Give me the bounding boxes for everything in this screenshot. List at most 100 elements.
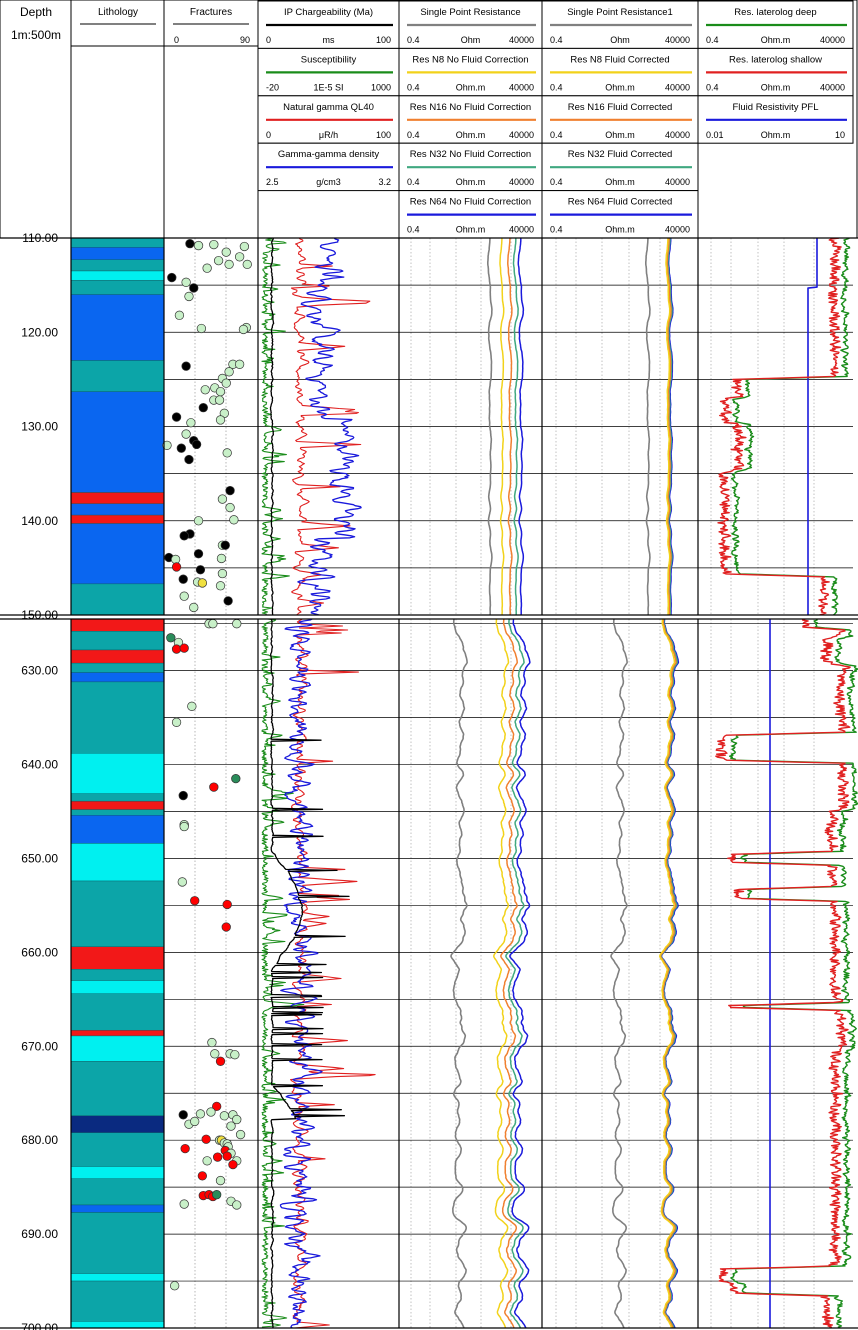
res-n8-corrected-curve [659,619,676,1328]
curve-max: 40000 [509,177,534,187]
curve-name: Fluid Resistivity PFL [732,102,818,113]
fracture-point [179,821,189,832]
curve-name: Res N32 Fluid Corrected [568,149,673,160]
curve-name: Res. laterolog deep [734,7,816,18]
res-n64-curve [517,238,525,615]
susceptibility-curve [261,619,305,1328]
lithology-bed [70,514,165,524]
curve-max: 40000 [509,35,534,45]
lithology-bed [70,980,165,994]
lithology-bed [70,809,165,816]
lithology-bed [70,946,165,970]
curve-max: 40000 [509,225,534,235]
curve-unit: Ohm.m [456,225,486,235]
fracture-point [212,1190,222,1200]
lithology-bed [70,662,165,673]
fracture-point [224,367,234,377]
curve-name: Res N64 Fluid Corrected [568,197,673,208]
fracture-point [239,241,250,252]
fracture-point [195,1109,206,1119]
curve-min: 0.4 [550,225,563,235]
fracture-point [195,565,206,575]
res-n64-curve [509,619,531,1328]
res-n32-curve [512,238,519,615]
fracture-point [225,502,235,513]
curve-max: 40000 [665,177,690,187]
lithology-bed [70,1115,165,1133]
lithology-bed [70,360,165,392]
fracture-point [179,591,189,601]
curve-headers: IP Chargeability (Ma)0 ms 100Susceptibilit… [257,0,854,239]
lithology-bed [70,793,165,802]
res-n32-curve [505,619,525,1328]
curve-name: Res N32 No Fluid Correction [410,149,531,160]
fracture-point [178,574,188,584]
lithology-bed [70,1166,165,1179]
fractures-min: 0 [174,35,179,45]
fracture-point [225,485,235,496]
curve-min: 0.4 [407,225,420,235]
curve-min: 0.4 [407,177,420,187]
lithology-bed [70,391,165,493]
fractures-title: Fractures [190,7,232,18]
res-n8-curve [493,619,510,1328]
fracture-point [184,454,194,465]
fracture-point [181,361,191,371]
fracture-point [221,922,231,932]
depth-label: 670.00 [21,1039,58,1053]
fracture-point [235,1129,246,1140]
fracture-point [219,1111,229,1121]
lithology-bed [70,1280,165,1322]
lithology-bed [70,1212,165,1274]
depth-label: 120.00 [21,325,58,339]
curve-name: Res. laterolog shallow [729,54,822,65]
fracture-point [189,283,199,293]
lithology-bed [70,1321,165,1328]
curve-unit: Ohm.m [761,130,791,140]
fracture-point [234,252,245,262]
fracture-point [167,272,177,283]
lithology-bed [70,800,165,810]
fracture-point [179,531,189,541]
spr-curve [486,238,493,615]
fracture-point [171,562,182,572]
fracture-point [232,1200,242,1210]
depth-label: 140.00 [21,514,58,528]
depth-label: 690.00 [21,1227,58,1241]
fracture-point [193,516,204,526]
fracture-point [189,602,199,613]
fracture-point [187,701,197,711]
fracture-point [234,359,245,369]
section-body [70,238,853,615]
curve-min: 0.4 [407,35,420,45]
fracture-point [238,324,249,335]
lithology-bed [70,238,165,248]
curve-unit: g/cm3 [316,177,341,187]
fracture-point [197,578,208,588]
lithology-bed [70,294,165,361]
fluid-resistivity-curve [807,238,818,615]
fracture-point [215,581,226,591]
fracture-point [229,515,239,525]
fracture-point [171,644,182,654]
lithology-bed [70,1035,165,1062]
laterolog-shallow-curve [717,238,842,615]
fracture-point [201,1134,211,1144]
curve-name: Susceptibility [301,54,357,65]
lithology-bed [70,259,165,272]
curve-max: 40000 [820,82,845,92]
res-n32-corrected-curve [667,238,673,615]
curve-unit: Ohm.m [456,82,486,92]
curve-min: 0 [266,35,271,45]
fracture-point [215,1175,226,1186]
curve-name: Single Point Resistance1 [567,7,673,18]
fracture-point [171,412,182,422]
fracture-point [216,553,227,564]
res-n16-corrected-curve [666,238,672,615]
fracture-point [181,429,191,439]
curve-max: 100 [376,130,391,140]
res-n16-curve [507,238,513,615]
curve-max: 40000 [665,35,690,45]
fracture-point [224,259,234,270]
